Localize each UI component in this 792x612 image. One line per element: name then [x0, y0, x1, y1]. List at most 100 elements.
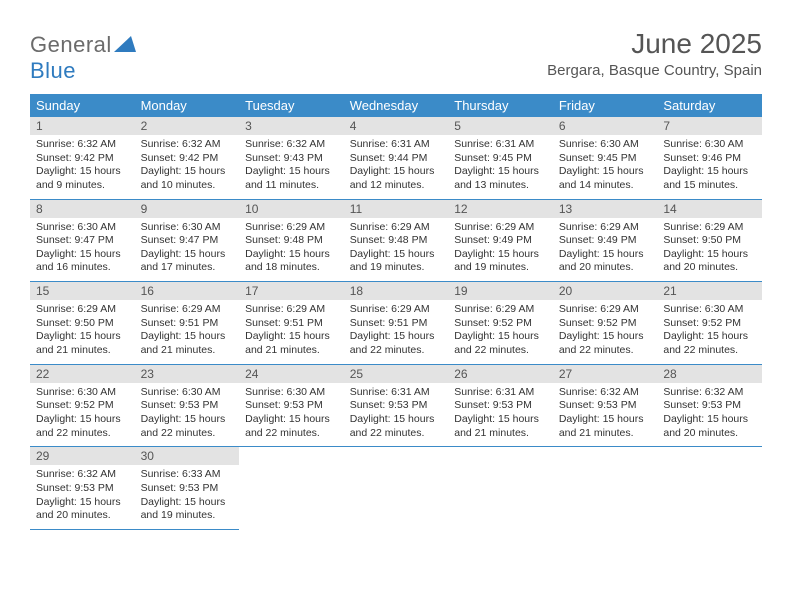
day-details: Sunrise: 6:29 AMSunset: 9:49 PMDaylight:… [448, 218, 553, 282]
sunrise-line: Sunrise: 6:29 AM [36, 303, 129, 317]
sunset-line: Sunset: 9:51 PM [245, 317, 338, 331]
logo-text: GeneralBlue [30, 32, 136, 84]
day-number: 11 [344, 200, 449, 218]
calendar-cell: 7Sunrise: 6:30 AMSunset: 9:46 PMDaylight… [657, 117, 762, 199]
day-number: 20 [553, 282, 658, 300]
sunrise-line: Sunrise: 6:29 AM [559, 303, 652, 317]
day-details: Sunrise: 6:30 AMSunset: 9:47 PMDaylight:… [30, 218, 135, 282]
calendar-cell: 17Sunrise: 6:29 AMSunset: 9:51 PMDayligh… [239, 282, 344, 365]
calendar-cell: 30Sunrise: 6:33 AMSunset: 9:53 PMDayligh… [135, 447, 240, 530]
day-number: 9 [135, 200, 240, 218]
day-details: Sunrise: 6:29 AMSunset: 9:52 PMDaylight:… [448, 300, 553, 364]
daylight-line: Daylight: 15 hours and 19 minutes. [454, 248, 547, 275]
calendar-cell [657, 447, 762, 530]
day-number: 15 [30, 282, 135, 300]
sunrise-line: Sunrise: 6:29 AM [245, 221, 338, 235]
calendar-cell: 22Sunrise: 6:30 AMSunset: 9:52 PMDayligh… [30, 364, 135, 447]
day-details: Sunrise: 6:31 AMSunset: 9:53 PMDaylight:… [344, 383, 449, 447]
sunrise-line: Sunrise: 6:29 AM [559, 221, 652, 235]
day-header: Friday [553, 94, 658, 117]
sunrise-line: Sunrise: 6:29 AM [454, 221, 547, 235]
sunset-line: Sunset: 9:52 PM [454, 317, 547, 331]
daylight-line: Daylight: 15 hours and 19 minutes. [350, 248, 443, 275]
daylight-line: Daylight: 15 hours and 10 minutes. [141, 165, 234, 192]
sunrise-line: Sunrise: 6:32 AM [663, 386, 756, 400]
sunset-line: Sunset: 9:50 PM [663, 234, 756, 248]
calendar-cell: 4Sunrise: 6:31 AMSunset: 9:44 PMDaylight… [344, 117, 449, 199]
sunset-line: Sunset: 9:45 PM [454, 152, 547, 166]
day-details: Sunrise: 6:32 AMSunset: 9:53 PMDaylight:… [30, 465, 135, 529]
sunrise-line: Sunrise: 6:32 AM [36, 138, 129, 152]
sunset-line: Sunset: 9:53 PM [245, 399, 338, 413]
header: GeneralBlue June 2025 Bergara, Basque Co… [30, 28, 762, 84]
sunrise-line: Sunrise: 6:29 AM [350, 303, 443, 317]
daylight-line: Daylight: 15 hours and 21 minutes. [245, 330, 338, 357]
daylight-line: Daylight: 15 hours and 21 minutes. [454, 413, 547, 440]
day-details: Sunrise: 6:32 AMSunset: 9:53 PMDaylight:… [657, 383, 762, 447]
day-details: Sunrise: 6:33 AMSunset: 9:53 PMDaylight:… [135, 465, 240, 529]
sunset-line: Sunset: 9:52 PM [663, 317, 756, 331]
daylight-line: Daylight: 15 hours and 20 minutes. [559, 248, 652, 275]
calendar-cell: 12Sunrise: 6:29 AMSunset: 9:49 PMDayligh… [448, 199, 553, 282]
sunrise-line: Sunrise: 6:30 AM [663, 303, 756, 317]
day-details: Sunrise: 6:29 AMSunset: 9:48 PMDaylight:… [239, 218, 344, 282]
daylight-line: Daylight: 15 hours and 21 minutes. [559, 413, 652, 440]
day-details: Sunrise: 6:30 AMSunset: 9:52 PMDaylight:… [30, 383, 135, 447]
day-number: 18 [344, 282, 449, 300]
logo-part1: General [30, 32, 112, 57]
sunset-line: Sunset: 9:53 PM [663, 399, 756, 413]
day-number: 12 [448, 200, 553, 218]
calendar-cell: 18Sunrise: 6:29 AMSunset: 9:51 PMDayligh… [344, 282, 449, 365]
calendar-row: 29Sunrise: 6:32 AMSunset: 9:53 PMDayligh… [30, 447, 762, 530]
calendar-cell: 20Sunrise: 6:29 AMSunset: 9:52 PMDayligh… [553, 282, 658, 365]
calendar-cell [344, 447, 449, 530]
day-details: Sunrise: 6:32 AMSunset: 9:53 PMDaylight:… [553, 383, 658, 447]
sunset-line: Sunset: 9:53 PM [454, 399, 547, 413]
calendar-cell: 24Sunrise: 6:30 AMSunset: 9:53 PMDayligh… [239, 364, 344, 447]
day-details: Sunrise: 6:30 AMSunset: 9:46 PMDaylight:… [657, 135, 762, 199]
sunrise-line: Sunrise: 6:29 AM [350, 221, 443, 235]
day-number: 14 [657, 200, 762, 218]
sunset-line: Sunset: 9:49 PM [559, 234, 652, 248]
calendar-cell: 1Sunrise: 6:32 AMSunset: 9:42 PMDaylight… [30, 117, 135, 199]
day-header: Wednesday [344, 94, 449, 117]
calendar-cell: 9Sunrise: 6:30 AMSunset: 9:47 PMDaylight… [135, 199, 240, 282]
day-number: 2 [135, 117, 240, 135]
day-number: 21 [657, 282, 762, 300]
sunrise-line: Sunrise: 6:30 AM [245, 386, 338, 400]
day-number: 3 [239, 117, 344, 135]
day-number: 5 [448, 117, 553, 135]
sunrise-line: Sunrise: 6:32 AM [141, 138, 234, 152]
sunrise-line: Sunrise: 6:29 AM [141, 303, 234, 317]
sunrise-line: Sunrise: 6:30 AM [36, 386, 129, 400]
day-number: 16 [135, 282, 240, 300]
daylight-line: Daylight: 15 hours and 21 minutes. [141, 330, 234, 357]
sunset-line: Sunset: 9:53 PM [559, 399, 652, 413]
sunset-line: Sunset: 9:48 PM [245, 234, 338, 248]
logo-triangle-icon [114, 36, 136, 52]
calendar-cell: 5Sunrise: 6:31 AMSunset: 9:45 PMDaylight… [448, 117, 553, 199]
daylight-line: Daylight: 15 hours and 18 minutes. [245, 248, 338, 275]
day-details: Sunrise: 6:32 AMSunset: 9:42 PMDaylight:… [135, 135, 240, 199]
day-details: Sunrise: 6:30 AMSunset: 9:52 PMDaylight:… [657, 300, 762, 364]
sunrise-line: Sunrise: 6:29 AM [454, 303, 547, 317]
calendar-cell: 6Sunrise: 6:30 AMSunset: 9:45 PMDaylight… [553, 117, 658, 199]
daylight-line: Daylight: 15 hours and 22 minutes. [350, 413, 443, 440]
calendar-row: 1Sunrise: 6:32 AMSunset: 9:42 PMDaylight… [30, 117, 762, 199]
calendar-cell: 26Sunrise: 6:31 AMSunset: 9:53 PMDayligh… [448, 364, 553, 447]
sunrise-line: Sunrise: 6:33 AM [141, 468, 234, 482]
calendar-cell [553, 447, 658, 530]
sunset-line: Sunset: 9:49 PM [454, 234, 547, 248]
day-header-row: Sunday Monday Tuesday Wednesday Thursday… [30, 94, 762, 117]
sunset-line: Sunset: 9:53 PM [141, 399, 234, 413]
sunset-line: Sunset: 9:52 PM [559, 317, 652, 331]
daylight-line: Daylight: 15 hours and 22 minutes. [245, 413, 338, 440]
daylight-line: Daylight: 15 hours and 20 minutes. [663, 248, 756, 275]
daylight-line: Daylight: 15 hours and 22 minutes. [350, 330, 443, 357]
day-details: Sunrise: 6:29 AMSunset: 9:50 PMDaylight:… [657, 218, 762, 282]
sunset-line: Sunset: 9:53 PM [141, 482, 234, 496]
calendar-row: 22Sunrise: 6:30 AMSunset: 9:52 PMDayligh… [30, 364, 762, 447]
sunset-line: Sunset: 9:42 PM [141, 152, 234, 166]
calendar-cell: 19Sunrise: 6:29 AMSunset: 9:52 PMDayligh… [448, 282, 553, 365]
day-details: Sunrise: 6:29 AMSunset: 9:51 PMDaylight:… [344, 300, 449, 364]
